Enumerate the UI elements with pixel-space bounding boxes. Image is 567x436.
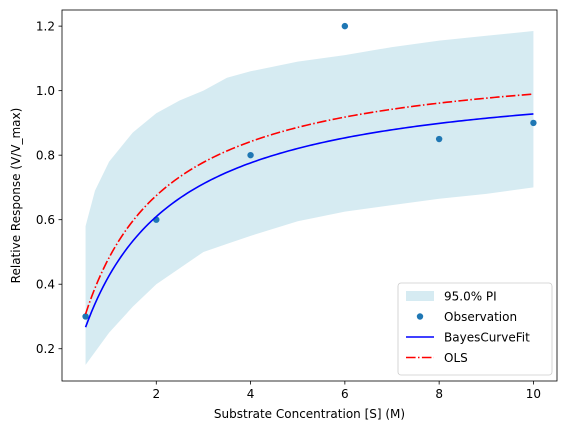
y-axis-label: Relative Response (V/V_max) (9, 108, 23, 284)
y-tick-label: 0.2 (36, 342, 55, 356)
x-tick-label: 6 (341, 387, 349, 401)
prediction-interval-band (85, 30, 534, 365)
x-tick-label: 4 (247, 387, 255, 401)
x-tick-label: 2 (152, 387, 160, 401)
y-tick-label: 0.6 (36, 213, 55, 227)
x-tick-label: 8 (435, 387, 443, 401)
y-tick-label: 0.8 (36, 148, 55, 162)
observation-point (530, 119, 537, 127)
bayescurvefit-line (84, 113, 534, 328)
x-axis-label: Substrate Concentration [S] (M) (214, 407, 405, 421)
legend-label-95-0-pi: 95.0% PI (444, 289, 497, 303)
x-axis: 2 4 6 8 10 (152, 381, 541, 401)
legend-label-ols: OLS (444, 351, 468, 365)
y-tick-label: 1.2 (36, 19, 55, 33)
observation-point (341, 22, 349, 30)
y-tick-label: 0.4 (36, 278, 55, 292)
observation-point (82, 313, 89, 320)
legend-swatch-observation (416, 313, 424, 320)
x-tick-label: 10 (526, 387, 541, 401)
plot-area (82, 22, 537, 365)
axes-frame (61, 9, 558, 382)
legend-swatch-95-0-pi (406, 291, 434, 301)
legend-box (397, 282, 553, 376)
y-axis: 0.2 0.4 0.6 0.8 1.0 1.2 (36, 19, 62, 356)
legend: 95.0% PI Observation BayesCurveFit OLS (397, 282, 553, 376)
legend-label-bayescurvefit: BayesCurveFit (444, 330, 530, 344)
observation-point (247, 151, 254, 159)
observation-point (435, 135, 443, 143)
ols-line (84, 93, 534, 315)
legend-label-observation: Observation (444, 310, 517, 324)
y-tick-label: 1.0 (36, 84, 55, 98)
